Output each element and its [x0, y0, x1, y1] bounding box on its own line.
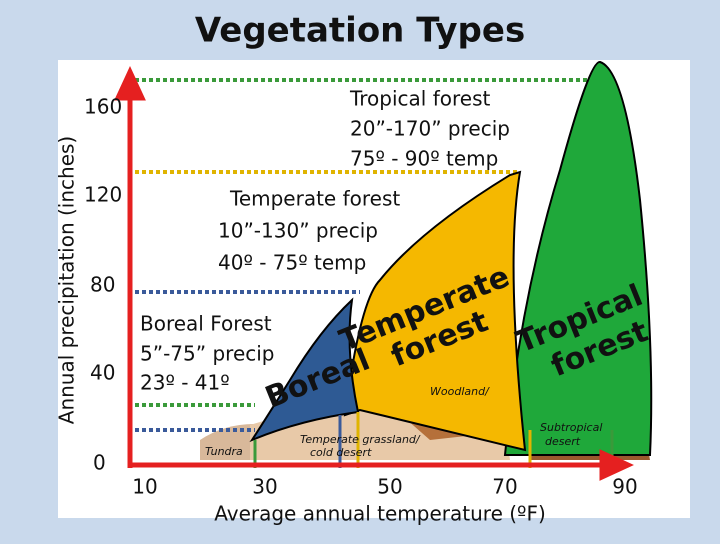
biome-label: Tundra — [205, 445, 243, 458]
annotations: Tropical forest 20”-170” precip 75º - 90… — [140, 87, 510, 395]
y-tick-label: 120 — [84, 183, 122, 207]
y-tick-label: 160 — [84, 95, 122, 119]
biome-label: Temperate grassland/ — [300, 433, 421, 446]
biome-label: Woodland/ — [430, 385, 490, 398]
x-tick-label: 10 — [132, 475, 157, 499]
x-axis-label: Average annual temperature (ºF) — [214, 502, 546, 526]
annotation-line: 5”-75” precip — [140, 342, 275, 366]
title: Vegetation Types — [195, 11, 525, 51]
temperate-region — [343, 170, 527, 452]
x-tick-label: 70 — [492, 475, 517, 499]
annotation-line: 75º - 90º temp — [350, 147, 498, 171]
y-tick-label: 0 — [93, 451, 106, 475]
y-arrow — [114, 66, 146, 101]
background-labels: Tundra Temperate grassland/ cold desert … — [205, 385, 602, 459]
annotation-line: 10”-130” precip — [218, 219, 378, 243]
axes — [114, 66, 634, 481]
vertical-guides — [253, 412, 614, 468]
boreal-region — [249, 297, 360, 443]
y-tick-label: 80 — [90, 273, 115, 297]
annotation-line: Temperate forest — [229, 187, 400, 211]
annotation-line: 23º - 41º — [140, 371, 230, 395]
biome-label: cold desert — [310, 446, 372, 459]
x-tick-label: 90 — [612, 475, 637, 499]
y-axis-label: Annual precipitation (inches) — [55, 136, 79, 424]
x-ticks: 10 30 50 70 90 — [132, 475, 637, 499]
tropical-region — [503, 61, 653, 456]
biome-label: desert — [545, 435, 581, 448]
annotation-line: Boreal Forest — [140, 312, 272, 336]
x-tick-label: 50 — [377, 475, 402, 499]
x-tick-label: 30 — [252, 475, 277, 499]
annotation-line: 20”-170” precip — [350, 117, 510, 141]
y-ticks: 160 120 80 40 0 — [84, 95, 122, 475]
y-tick-label: 40 — [90, 361, 115, 385]
x-arrow — [599, 449, 634, 481]
biome-label: Subtropical — [540, 421, 602, 434]
guide-lines — [135, 78, 600, 432]
annotation-line: Tropical forest — [349, 87, 491, 111]
annotation-line: 40º - 75º temp — [218, 251, 366, 275]
